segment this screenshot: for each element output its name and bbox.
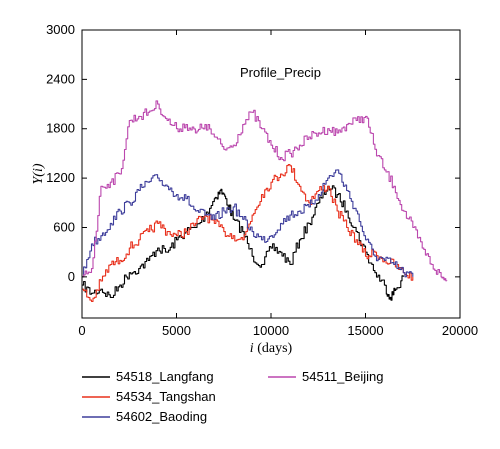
x-tick-label: 20000 (442, 323, 478, 338)
y-tick-label: 0 (68, 269, 75, 284)
x-axis-title: i (days) (250, 341, 293, 356)
x-axis-unit: (days) (254, 341, 293, 356)
x-tick-label: 15000 (347, 323, 383, 338)
y-tick-label: 3000 (46, 22, 75, 37)
legend-label: 54511_Beijing (302, 369, 383, 384)
series-line-4 (82, 100, 448, 282)
series-line-2 (82, 163, 414, 303)
y-tick-label: 600 (53, 219, 75, 234)
legend: 54518_Langfang 54534_Tangshan 54602_Baodin… (82, 369, 383, 424)
y-axis-variable: Y (31, 175, 46, 185)
x-tick-label: 10000 (253, 323, 289, 338)
x-tick-label: 5000 (162, 323, 191, 338)
series-layer (82, 100, 448, 303)
y-tick-label: 2400 (46, 71, 75, 86)
y-tick-label: 1200 (46, 170, 75, 185)
y-tick-label: 1800 (46, 121, 75, 136)
y-axis-argument: (i) (31, 163, 46, 177)
x-axis-variable: i (250, 341, 254, 356)
axes-layer: 0 5000 10000 15000 20000 0 600 1200 1800 2400 3000 (46, 22, 478, 338)
series-line-3 (82, 169, 414, 278)
legend-label: 54518_Langfang (116, 369, 214, 384)
chart-annotation: Profile_Precip (240, 65, 321, 80)
legend-label: 54534_Tangshan (116, 389, 216, 404)
x-tick-label: 0 (78, 323, 85, 338)
series-line-1 (82, 185, 404, 301)
y-axis-title: Y(i) (31, 163, 46, 184)
legend-label: 54602_Baoding (116, 409, 207, 424)
